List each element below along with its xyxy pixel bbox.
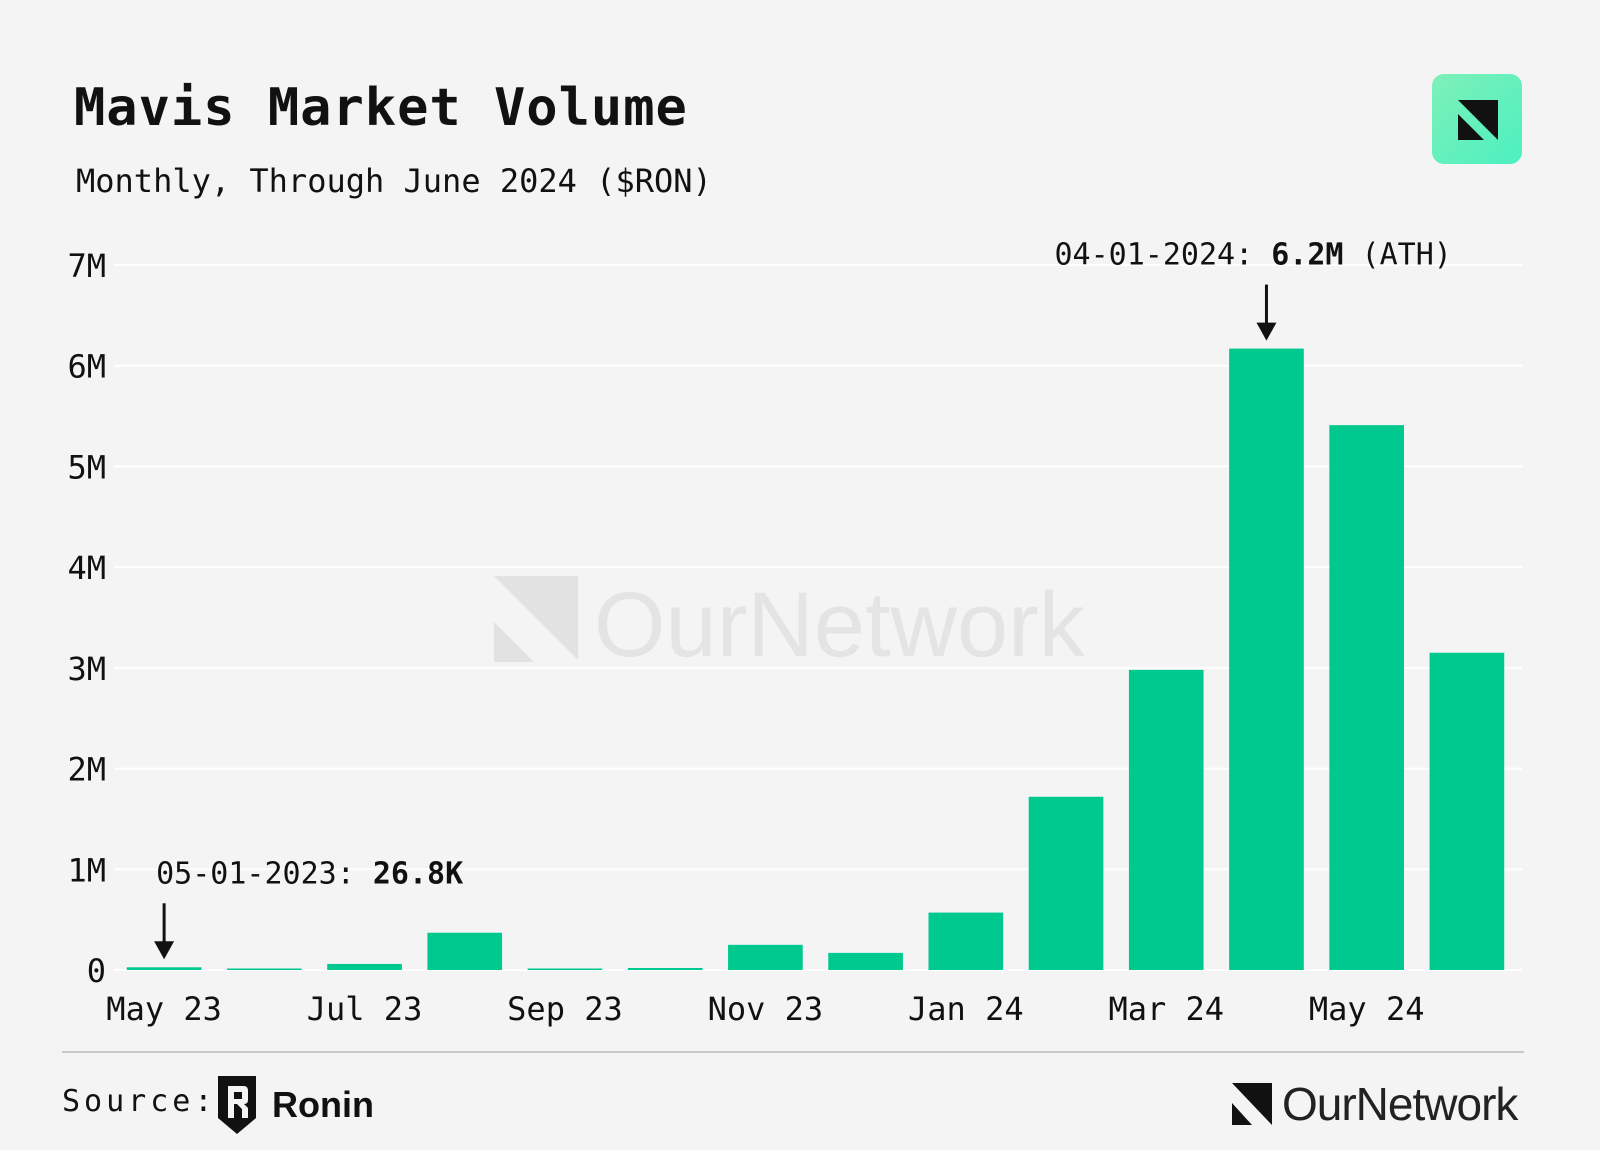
bar	[226, 968, 302, 970]
annotation-label: 04-01-2024: 6.2M (ATH)	[1054, 238, 1451, 273]
annotations: 05-01-2023: 26.8K 04-01-2024: 6.2M (ATH)	[154, 238, 1452, 960]
y-tick-label: 3M	[67, 650, 106, 688]
x-tick-label: May 23	[106, 990, 222, 1028]
bar	[728, 944, 803, 970]
x-tick-label: Sep 23	[507, 990, 623, 1028]
x-axis: May 23 Jul 23 Sep 23 Nov 23 Jan 24 Mar 24 May …	[106, 990, 1424, 1028]
x-tick-label: Mar 24	[1108, 990, 1224, 1028]
annotation-value: 6.2M	[1271, 238, 1343, 273]
bar	[1329, 425, 1405, 970]
footer-divider	[62, 1051, 1524, 1053]
y-tick-label: 2M	[67, 751, 106, 789]
ournetwork-badge-icon	[1432, 74, 1522, 164]
bar	[427, 932, 503, 970]
y-tick-label: 4M	[67, 549, 106, 587]
bar	[327, 963, 402, 970]
annotation-label: 05-01-2023: 26.8K	[156, 856, 463, 891]
bar	[1229, 348, 1304, 970]
x-tick-label: May 24	[1309, 990, 1425, 1028]
y-axis: 0 1M 2M 3M 4M 5M 6M 7M	[67, 247, 106, 990]
chart-title: Mavis Market Volume	[74, 78, 688, 138]
annotation-arrow-head	[1256, 322, 1277, 341]
x-tick-label: Jan 24	[908, 990, 1024, 1028]
source-label: Source:	[62, 1084, 217, 1119]
bar	[1128, 669, 1204, 970]
source-name: Ronin	[272, 1084, 374, 1125]
bar	[928, 912, 1004, 970]
bar	[126, 967, 202, 970]
watermark: OurNetwork	[494, 574, 1086, 676]
annotation-arrow-head	[154, 941, 175, 960]
bar	[627, 967, 703, 970]
y-tick-label: 5M	[67, 448, 106, 486]
annotation-date: 05-01-2023:	[156, 856, 373, 891]
annotation-value: 26.8K	[373, 856, 463, 891]
ournetwork-logo-icon	[1232, 1083, 1272, 1129]
bars	[126, 348, 1505, 970]
annotation-suffix: (ATH)	[1343, 238, 1451, 273]
brand-name: OurNetwork	[1282, 1078, 1518, 1130]
chart-subtitle: Monthly, Through June 2024 ($RON)	[76, 162, 712, 200]
bar	[1028, 796, 1104, 970]
bar	[828, 952, 903, 970]
y-tick-label: 6M	[67, 348, 106, 386]
watermark-text: OurNetwork	[594, 574, 1086, 676]
bar	[1429, 652, 1505, 970]
y-tick-label: 7M	[67, 247, 106, 285]
y-tick-label: 1M	[67, 851, 106, 889]
x-tick-label: Nov 23	[708, 990, 824, 1028]
y-tick-label: 0	[87, 952, 106, 990]
bar	[527, 968, 603, 970]
x-tick-label: Jul 23	[307, 990, 423, 1028]
ronin-logo-icon	[214, 1074, 260, 1140]
annotation-date: 04-01-2024:	[1054, 238, 1271, 273]
ournetwork-watermark-icon	[494, 576, 578, 662]
